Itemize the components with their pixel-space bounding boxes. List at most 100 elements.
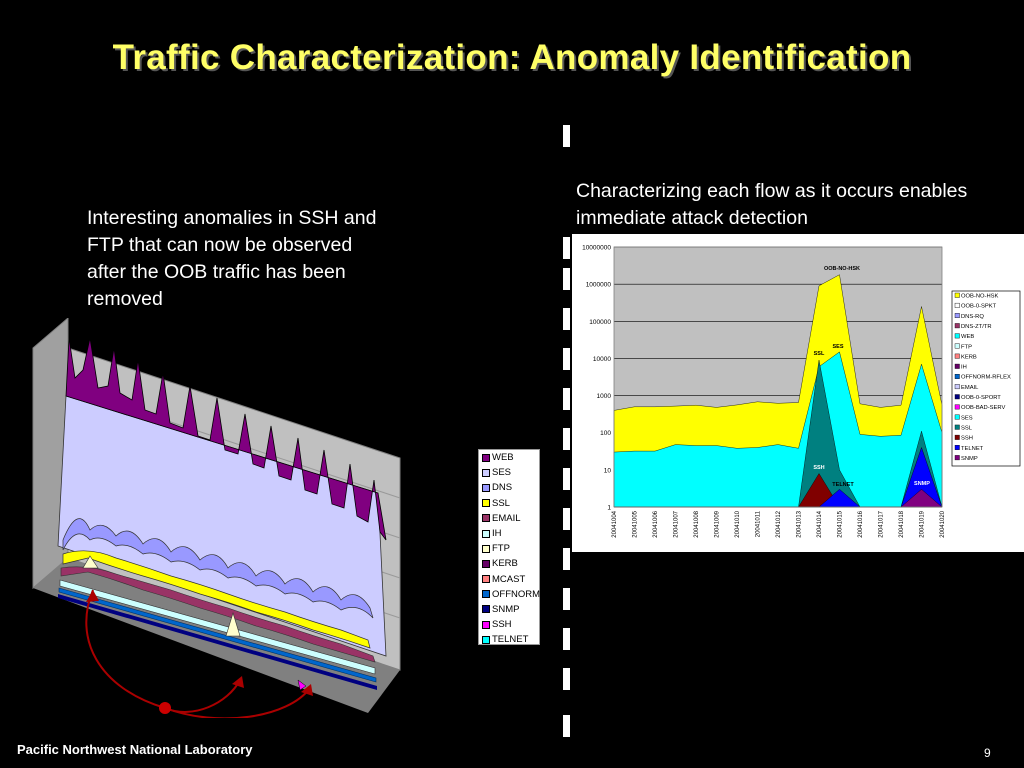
x-tick-label: 20041011	[756, 510, 762, 537]
right-legend-label: OOB-BAD-SERV	[961, 405, 1005, 411]
y-tick-label: 10000000	[582, 245, 611, 252]
legend-swatch	[954, 333, 960, 339]
series-annotation: SSH	[813, 465, 824, 471]
legend-swatch	[954, 445, 960, 450]
legend-label: SSH	[492, 619, 512, 631]
right-legend-label: OOB-NO-HSK	[961, 294, 998, 300]
left-legend-item: KERB	[479, 556, 539, 571]
legend-swatch	[954, 384, 960, 390]
legend-swatch	[954, 455, 960, 461]
x-tick-label: 20041012	[776, 510, 782, 537]
legend-swatch	[482, 453, 490, 462]
plot-border	[613, 246, 943, 508]
series-annotation: SSL	[814, 351, 825, 357]
x-tick-label: 20041015	[838, 510, 844, 537]
right-legend-label: DNS-ZT/TR	[961, 324, 992, 330]
x-tick-label: 20041013	[797, 510, 803, 537]
x-tick-label: 20041004	[612, 510, 618, 537]
x-tick-label: 20041017	[879, 510, 885, 537]
legend-swatch	[954, 373, 960, 379]
x-tick-label: 20041007	[674, 510, 680, 537]
legend-label: SNMP	[492, 603, 520, 615]
legend-swatch	[954, 343, 960, 349]
x-tick-label: 20041008	[694, 510, 700, 537]
legend-swatch	[482, 605, 490, 614]
legend-swatch	[482, 590, 490, 599]
series-annotation: OOB-NO-HSK	[824, 266, 860, 272]
footer-organization: Pacific Northwest National Laboratory	[17, 742, 253, 757]
right-legend-label: SSL	[961, 425, 973, 431]
legend-label: KERB	[492, 558, 518, 570]
legend-label: IH	[492, 528, 502, 540]
legend-swatch	[482, 559, 490, 568]
legend-swatch	[482, 620, 490, 629]
legend-swatch	[954, 353, 960, 359]
y-tick-label: 10000	[593, 356, 611, 363]
legend-swatch	[954, 323, 960, 329]
legend-label: OFFNORM	[492, 588, 541, 600]
legend-label: DNS	[492, 482, 513, 494]
right-legend-label: KERB	[961, 354, 977, 360]
left-legend-item: EMAIL	[479, 511, 539, 526]
legend-swatch	[482, 635, 490, 644]
left-legend-item: SNMP	[479, 602, 539, 617]
legend-swatch	[954, 302, 960, 308]
legend-swatch	[954, 434, 960, 440]
left-legend-item: OFFNORM	[479, 587, 541, 602]
series-area	[613, 351, 943, 508]
right-legend-label: IH	[961, 365, 967, 371]
legend-swatch	[482, 529, 490, 538]
right-legend-label: EMAIL	[961, 385, 979, 391]
x-tick-label: 20041016	[858, 510, 864, 537]
y-tick-label: 1000000	[586, 282, 612, 289]
right-legend-label: SNMP	[961, 456, 978, 462]
right-legend-label: DNS-RQ	[961, 314, 984, 320]
legend-swatch	[954, 404, 960, 410]
left-description: Interesting anomalies in SSH and FTP tha…	[87, 207, 377, 310]
series-annotation: SES	[832, 344, 843, 350]
x-tick-label: 20041018	[899, 510, 905, 537]
left-legend-item: SSH	[479, 617, 539, 632]
left-legend-item: WEB	[479, 450, 539, 465]
y-tick-label: 10	[604, 467, 612, 474]
y-tick-label: 1	[607, 505, 611, 512]
right-legend-label: OFFNORM-RFLEX	[961, 375, 1011, 381]
left-legend-item: IH	[479, 526, 539, 541]
y-tick-label: 1000	[597, 393, 612, 400]
legend-swatch	[482, 575, 490, 584]
legend-label: SES	[492, 467, 512, 479]
legend-swatch	[954, 313, 960, 319]
right-legend-label: WEB	[961, 334, 974, 340]
right-legend-label: SSH	[961, 436, 973, 442]
page-number: 9	[984, 746, 991, 760]
right-description: Characterizing each flow as it occurs en…	[576, 180, 968, 229]
right-legend-label: OOB-0-SPORT	[961, 395, 1001, 401]
x-tick-label: 20041020	[940, 510, 946, 537]
right-legend-label: SES	[961, 415, 973, 421]
legend-label: WEB	[492, 452, 514, 464]
x-tick-label: 20041019	[920, 510, 926, 537]
x-tick-label: 20041010	[735, 510, 741, 537]
right-log-area-chart: 10000000 1000000 100000 10000 1000 100 10 1 200…	[572, 234, 1024, 552]
legend-label: FTP	[492, 543, 510, 555]
left-legend-item: FTP	[479, 541, 539, 556]
left-legend-item: SSL	[479, 496, 539, 511]
x-tick-label: 20041005	[633, 510, 639, 537]
left-3d-area-chart	[32, 318, 401, 718]
x-tick-label: 20041006	[653, 510, 659, 537]
series-annotation: SNMP	[914, 481, 930, 487]
y-tick-label: 100000	[589, 319, 611, 326]
legend-swatch	[954, 394, 960, 400]
slide-title: Traffic Characterization: Anomaly Identi…	[112, 38, 912, 77]
legend-label: MCAST	[492, 573, 526, 585]
left-legend-item: TELNET	[479, 632, 539, 647]
legend-swatch	[482, 499, 490, 508]
legend-label: TELNET	[492, 634, 529, 646]
series-annotation: TELNET	[832, 482, 854, 488]
left-legend-item: SES	[479, 465, 539, 480]
legend-label: SSL	[492, 497, 510, 509]
legend-swatch	[954, 424, 960, 430]
y-tick-label: 100	[600, 430, 611, 437]
legend-swatch	[482, 544, 490, 553]
left-legend-item: DNS	[479, 480, 539, 495]
